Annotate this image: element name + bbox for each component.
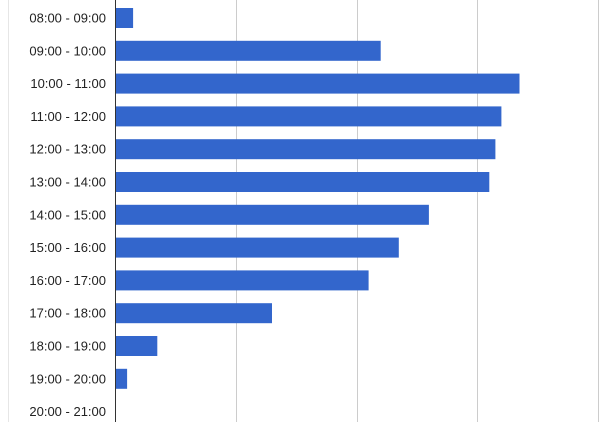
bar-1[interactable] <box>115 40 381 61</box>
category-label-0: 08:00 - 09:00 <box>29 11 106 26</box>
bars <box>115 8 520 389</box>
category-labels: 08:00 - 09:00 09:00 - 10:00 10:00 - 11:00 1… <box>29 11 106 420</box>
category-label-4: 12:00 - 13:00 <box>29 142 106 157</box>
gridlines <box>8 0 599 422</box>
bar-9[interactable] <box>115 303 272 324</box>
bar-7[interactable] <box>115 237 399 258</box>
category-label-6: 14:00 - 15:00 <box>29 207 106 222</box>
category-label-9: 17:00 - 18:00 <box>29 306 106 321</box>
category-label-5: 13:00 - 14:00 <box>29 175 106 190</box>
bar-10[interactable] <box>115 336 158 356</box>
bar-6[interactable] <box>115 204 429 225</box>
bar-5[interactable] <box>115 172 490 192</box>
bar-11[interactable] <box>115 368 128 389</box>
bar-3[interactable] <box>115 106 502 127</box>
category-label-7: 15:00 - 16:00 <box>29 240 106 255</box>
category-label-2: 10:00 - 11:00 <box>30 76 106 91</box>
bar-0[interactable] <box>115 8 134 28</box>
bar-2[interactable] <box>115 73 520 94</box>
category-label-10: 18:00 - 19:00 <box>29 339 106 354</box>
category-label-1: 09:00 - 10:00 <box>29 43 106 58</box>
category-label-12: 20:00 - 21:00 <box>29 404 106 419</box>
bar-8[interactable] <box>115 270 369 291</box>
category-label-11: 19:00 - 20:00 <box>29 371 106 386</box>
category-label-8: 16:00 - 17:00 <box>29 273 106 288</box>
category-label-3: 11:00 - 12:00 <box>30 109 106 124</box>
bar-4[interactable] <box>115 139 496 160</box>
